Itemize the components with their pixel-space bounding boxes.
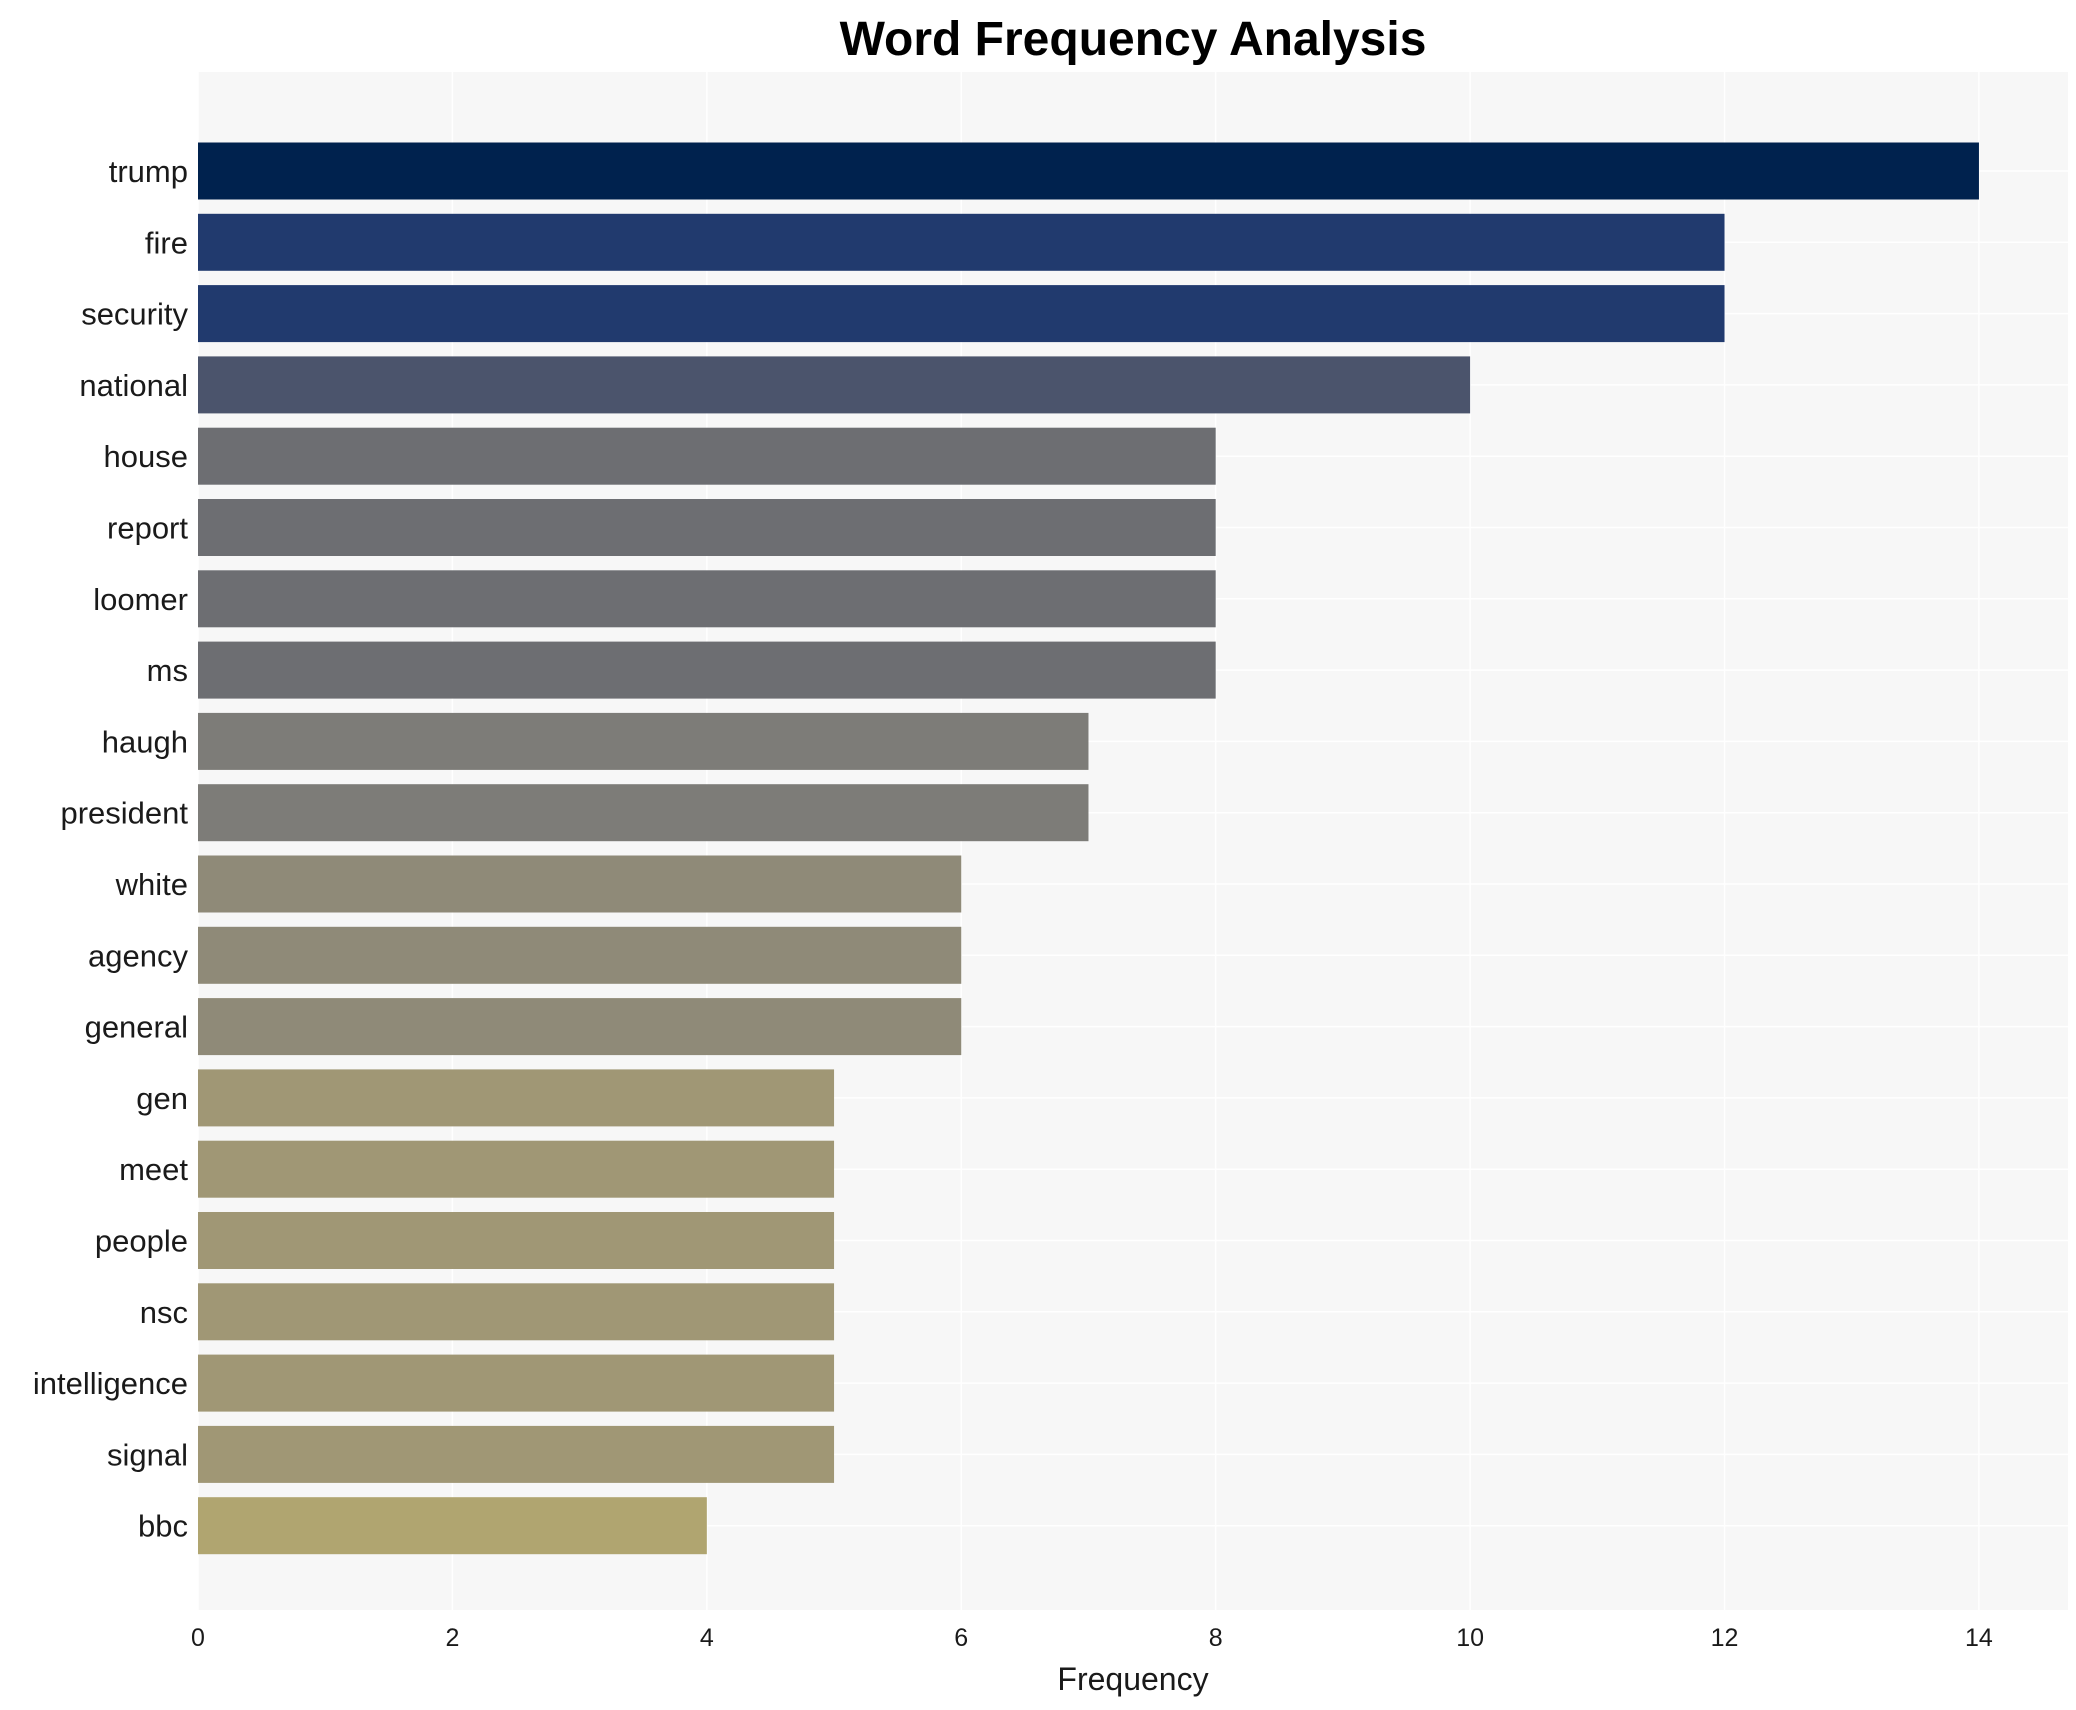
category-label: agency xyxy=(88,938,188,973)
x-tick-label: 6 xyxy=(954,1624,968,1652)
bar-security xyxy=(198,285,1725,343)
bar-loomer xyxy=(198,570,1216,628)
category-label: white xyxy=(115,867,188,902)
bar-president xyxy=(198,784,1089,842)
x-tick-label: 14 xyxy=(1965,1624,1993,1652)
bar-intelligence xyxy=(198,1354,835,1412)
x-tick-labels: 0 2 4 6 8 10 12 14 xyxy=(191,1624,1993,1652)
bar-report xyxy=(198,499,1216,556)
category-label: people xyxy=(95,1224,188,1259)
category-label: national xyxy=(79,368,188,403)
category-label: nsc xyxy=(140,1295,188,1330)
category-label: security xyxy=(81,297,188,332)
x-tick-label: 2 xyxy=(445,1624,459,1652)
category-label: gen xyxy=(136,1081,188,1116)
x-tick-label: 12 xyxy=(1711,1624,1739,1652)
category-label: president xyxy=(60,796,188,831)
bar-agency xyxy=(198,926,962,984)
bar-white xyxy=(198,855,962,913)
category-label: general xyxy=(85,1010,188,1045)
bar-national xyxy=(198,356,1471,414)
bar-general xyxy=(198,998,962,1056)
bar-gen xyxy=(198,1069,835,1127)
category-label: loomer xyxy=(93,582,188,617)
x-tick-label: 0 xyxy=(191,1624,205,1652)
bar-house xyxy=(198,427,1216,485)
category-labels: trump fire security national house report loom… xyxy=(33,154,189,1544)
bar-people xyxy=(198,1212,835,1269)
bar-signal xyxy=(198,1425,835,1483)
x-axis-label: Frequency xyxy=(1057,1661,1208,1697)
x-tick-label: 4 xyxy=(700,1624,714,1652)
bar-fire xyxy=(198,213,1725,271)
bar-trump xyxy=(198,142,1979,200)
bar-meet xyxy=(198,1140,835,1198)
bars xyxy=(198,142,1979,1555)
x-tick-label: 8 xyxy=(1209,1624,1223,1652)
category-label: meet xyxy=(119,1152,188,1187)
bar-haugh xyxy=(198,712,1089,770)
category-label: trump xyxy=(109,154,188,189)
chart-title: Word Frequency Analysis xyxy=(840,13,1427,66)
x-tick-label: 10 xyxy=(1456,1624,1484,1652)
category-label: bbc xyxy=(138,1509,188,1544)
bar-ms xyxy=(198,641,1216,699)
category-label: report xyxy=(107,511,188,546)
bar-bbc xyxy=(198,1497,707,1555)
category-label: ms xyxy=(147,653,188,688)
category-label: house xyxy=(104,439,188,474)
category-label: signal xyxy=(107,1437,188,1472)
category-label: haugh xyxy=(102,724,188,759)
category-label: fire xyxy=(145,225,188,260)
category-label: intelligence xyxy=(33,1366,188,1401)
bar-nsc xyxy=(198,1283,835,1341)
